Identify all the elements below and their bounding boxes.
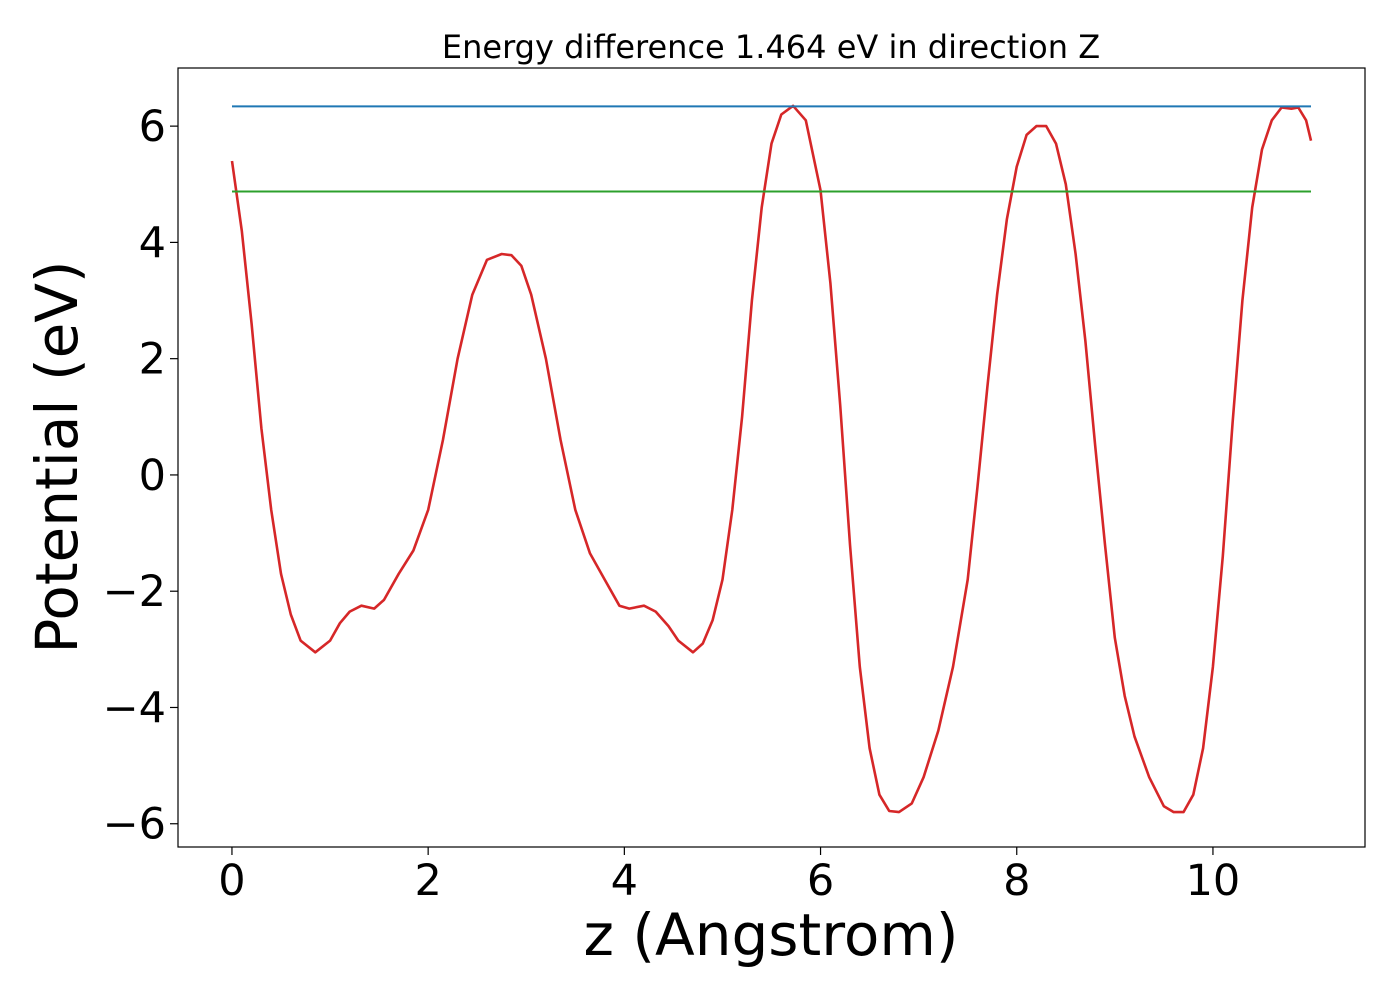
- y-tick-label: 2: [139, 335, 166, 385]
- x-axis-ticks: 0 2 4 6 8 10: [218, 847, 1240, 906]
- x-axis-label: z (Angstrom): [584, 901, 959, 969]
- chart-title: Energy difference 1.464 eV in direction …: [442, 28, 1100, 66]
- series-layer: [230, 104, 1313, 814]
- y-tick-label: −2: [103, 567, 166, 617]
- x-tick-label: 2: [414, 856, 441, 906]
- y-axis-label: Potential (eV): [23, 260, 91, 653]
- y-tick-label: 4: [139, 218, 166, 268]
- y-tick-label: −6: [103, 800, 166, 850]
- y-tick-label: −4: [103, 683, 166, 733]
- x-tick-label: 6: [807, 856, 834, 906]
- x-tick-label: 0: [218, 856, 245, 906]
- y-tick-label: 0: [139, 451, 166, 501]
- y-tick-label: 6: [139, 102, 166, 152]
- x-tick-label: 8: [1003, 856, 1030, 906]
- x-tick-label: 4: [611, 856, 638, 906]
- y-axis-ticks: −6 −4 −2 0 2 4 6: [103, 102, 178, 850]
- series-line-0: [230, 104, 1313, 814]
- plot-frame: [177, 67, 1366, 848]
- x-tick-label: 10: [1186, 856, 1241, 906]
